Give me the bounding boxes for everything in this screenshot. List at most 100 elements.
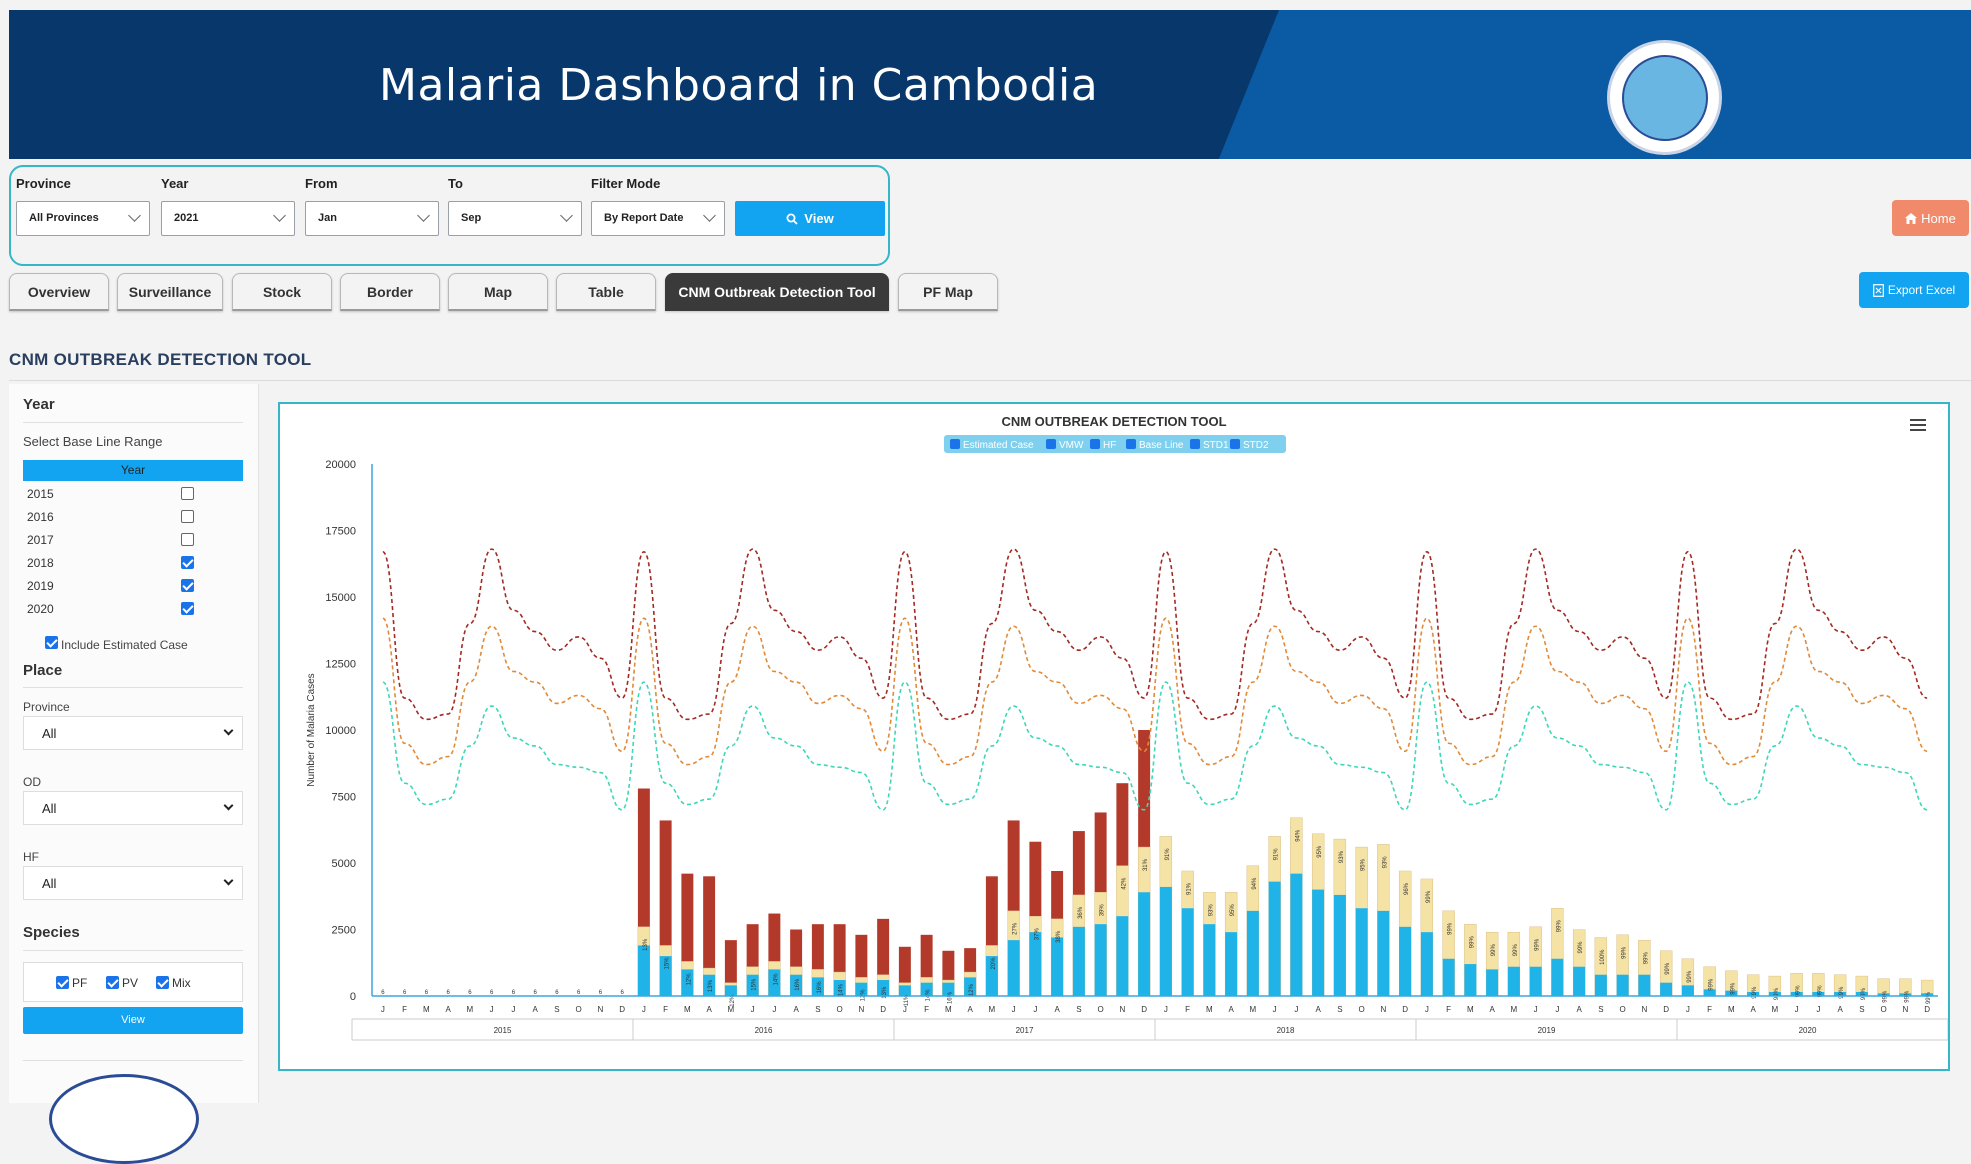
- x-month-label: A: [1228, 1005, 1234, 1014]
- bar-percent-label: 99%: [1796, 985, 1802, 998]
- x-month-label: S: [1859, 1005, 1864, 1014]
- tab-overview[interactable]: Overview: [9, 273, 109, 311]
- bar-percent-label: 42%: [1121, 877, 1127, 890]
- chevron-down-icon: [417, 209, 430, 222]
- species-pf-checkbox[interactable]: [56, 976, 69, 989]
- y-tick-label: 10000: [325, 725, 356, 737]
- x-month-label: S: [1076, 1005, 1081, 1014]
- y-tick-label: 15000: [325, 592, 356, 604]
- bar-percent-label: 37%: [1034, 928, 1040, 941]
- y-tick-label: 17500: [325, 526, 356, 538]
- species-selector: PF PV Mix: [23, 962, 243, 1002]
- x-month-label: O: [576, 1005, 582, 1014]
- bar-percent-label: 93%: [1208, 904, 1214, 917]
- y-tick-label: 0: [350, 991, 356, 1003]
- province-select[interactable]: All Provinces: [16, 201, 150, 236]
- legend-checkbox: [950, 439, 960, 449]
- x-month-label: J: [751, 1005, 755, 1014]
- bar-base: [833, 980, 846, 996]
- from-label: From: [305, 176, 338, 191]
- hf-dropdown[interactable]: All: [23, 866, 243, 900]
- bar-percent-label: 100%: [1600, 949, 1606, 965]
- header-accent: [1218, 10, 1971, 159]
- bar-percent-label: 94%: [1295, 829, 1301, 842]
- x-month-label: A: [967, 1005, 973, 1014]
- bar-percent-label: 12%: [969, 983, 975, 996]
- divider: [23, 687, 243, 688]
- bar-vmw: [942, 950, 955, 996]
- sidebar-view-button[interactable]: View: [23, 1007, 243, 1034]
- x-month-label: J: [1425, 1005, 1429, 1014]
- bar-vmw: [637, 788, 650, 996]
- home-button[interactable]: Home: [1892, 200, 1969, 236]
- chart-menu-icon[interactable]: [1910, 419, 1926, 433]
- bar-percent-label: 91%: [1165, 848, 1171, 861]
- tab-surveillance[interactable]: Surveillance: [117, 273, 223, 311]
- bar-base: [724, 985, 737, 996]
- bar-base: [1616, 974, 1629, 996]
- outbreak-chart-card: CNM OUTBREAK DETECTION TOOL Estimated Cas…: [278, 402, 1950, 1071]
- bar-base: [681, 969, 694, 996]
- x-month-label: A: [1315, 1005, 1321, 1014]
- bar-percent-label: 95%: [1317, 845, 1323, 858]
- tab-map[interactable]: Map: [448, 273, 548, 311]
- bar-base: [1660, 982, 1673, 996]
- legend-checkbox: [1046, 439, 1056, 449]
- bar-base: [1072, 926, 1085, 996]
- bar-percent-label: 6: [490, 990, 494, 996]
- tab-table[interactable]: Table: [556, 273, 656, 311]
- bar-base: [1529, 966, 1542, 996]
- year-2017-checkbox[interactable]: [181, 533, 194, 546]
- std2-line: [382, 681, 1928, 811]
- bar-base: [1855, 992, 1868, 996]
- x-month-label: S: [1598, 1005, 1603, 1014]
- bar-percent-label: 99%: [1665, 962, 1671, 975]
- bar-percent-label: 99%: [1622, 946, 1628, 959]
- bar-vmw: [985, 876, 998, 996]
- section-divider: [9, 380, 1971, 381]
- x-month-label: M: [1467, 1005, 1474, 1014]
- year-2020-checkbox[interactable]: [181, 602, 194, 615]
- x-month-label: O: [1098, 1005, 1104, 1014]
- species-pv-checkbox[interactable]: [106, 976, 119, 989]
- legend-checkbox: [1090, 439, 1100, 449]
- tab-cnm-outbreak-detection-tool[interactable]: CNM Outbreak Detection Tool: [665, 273, 889, 311]
- tab-pf-map[interactable]: PF Map: [898, 273, 998, 311]
- chevron-down-icon: [703, 209, 716, 222]
- year-2019-checkbox[interactable]: [181, 579, 194, 592]
- tab-border[interactable]: Border: [340, 273, 440, 311]
- bar-percent-label: 99%: [1730, 982, 1736, 995]
- bar-base: [1725, 990, 1738, 996]
- bar-percent-label: 99%: [1513, 944, 1519, 957]
- bar-percent-label: 6: [533, 990, 537, 996]
- home-button-label: Home: [1921, 210, 1956, 226]
- divider: [23, 950, 243, 951]
- tab-stock[interactable]: Stock: [232, 273, 332, 311]
- from-select[interactable]: Jan: [305, 201, 439, 236]
- x-month-label: J: [1033, 1005, 1037, 1014]
- divider: [23, 1060, 243, 1061]
- x-month-label: N: [1902, 1005, 1908, 1014]
- od-dropdown[interactable]: All: [23, 791, 243, 825]
- view-button[interactable]: View: [735, 201, 885, 236]
- year-2015-checkbox[interactable]: [181, 487, 194, 500]
- bar-base: [1899, 993, 1912, 996]
- bar-base: [1290, 873, 1303, 996]
- bar-percent-label: 6: [403, 990, 407, 996]
- to-select[interactable]: Sep: [448, 201, 582, 236]
- year-2016-checkbox[interactable]: [181, 510, 194, 523]
- bar-base: [1246, 910, 1259, 996]
- bar-base: [1268, 881, 1281, 996]
- bar-base: [1181, 908, 1194, 996]
- province-dropdown[interactable]: All: [23, 716, 243, 750]
- species-mix-checkbox[interactable]: [156, 976, 169, 989]
- filter-mode-label: Filter Mode: [591, 176, 661, 191]
- legend-item: STD2: [1243, 440, 1269, 451]
- bar-base: [1355, 908, 1368, 996]
- bar-percent-label: 99%: [1709, 978, 1715, 991]
- include-estimated-checkbox[interactable]: [45, 636, 58, 649]
- filter-mode-select[interactable]: By Report Date: [591, 201, 725, 236]
- export-excel-button[interactable]: Export Excel: [1859, 272, 1969, 308]
- year-select[interactable]: 2021: [161, 201, 295, 236]
- year-2018-checkbox[interactable]: [181, 556, 194, 569]
